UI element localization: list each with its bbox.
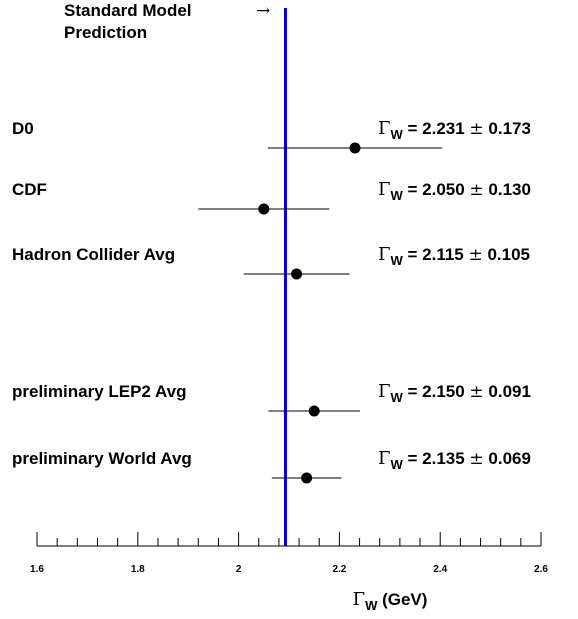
annotation-error: 0.069 <box>484 449 531 468</box>
x-tick-label: 2 <box>236 564 242 575</box>
annotation-value: = 2.115 <box>403 245 469 264</box>
annotation-pm: ± <box>469 180 483 200</box>
x-axis: 1.6 1.8 2 2.2 2.4 2.6 ΓW (GeV) <box>30 532 548 613</box>
annotation-value: = 2.050 <box>403 180 470 199</box>
annotation-value: = 2.231 <box>403 119 470 138</box>
annotation-symbol: Γ <box>378 179 391 200</box>
x-tick-label: 1.6 <box>30 564 44 575</box>
data-point <box>291 268 303 280</box>
x-axis-title-symbol: Γ <box>353 589 366 610</box>
annotation-subscript: W <box>391 253 404 268</box>
annotation-subscript: W <box>391 457 404 472</box>
annotation-pm: ± <box>468 245 482 265</box>
annotation-symbol: Γ <box>378 118 391 139</box>
x-axis-tick-labels: 1.6 1.8 2 2.2 2.4 2.6 <box>30 564 548 575</box>
annotation-symbol: Γ <box>378 381 391 402</box>
annotation-pm: ± <box>469 382 483 402</box>
annotation-symbol: Γ <box>378 448 391 469</box>
x-tick-label: 2.2 <box>332 564 346 575</box>
standard-model-arrow: → <box>256 1 270 21</box>
x-axis-ticks <box>36 532 542 546</box>
data-point <box>258 203 270 215</box>
measurement-annotation: ΓW = 2.115 ± 0.105 <box>378 244 530 268</box>
measurement-annotation: ΓW = 2.231 ± 0.173 <box>378 118 531 142</box>
standard-model-label-line2: Prediction <box>64 23 147 42</box>
annotation-value: = 2.150 <box>403 382 470 401</box>
measurement-annotation: ΓW = 2.135 ± 0.069 <box>378 448 531 472</box>
measurement-row: Hadron Collider Avg ΓW = 2.115 ± 0.105 <box>12 244 530 280</box>
measurement-annotation: ΓW = 2.050 ± 0.130 <box>378 179 531 203</box>
measurement-name: preliminary World Avg <box>12 449 192 468</box>
x-tick-label: 2.6 <box>534 564 548 575</box>
x-axis-title-unit: (GeV) <box>377 590 427 609</box>
measurement-name: preliminary LEP2 Avg <box>12 382 186 401</box>
data-point <box>308 405 320 417</box>
measurement-row: preliminary LEP2 Avg ΓW = 2.150 ± 0.091 <box>12 381 531 417</box>
annotation-subscript: W <box>391 390 404 405</box>
annotation-value: = 2.135 <box>403 449 470 468</box>
annotation-subscript: W <box>391 127 404 142</box>
data-point <box>301 472 313 484</box>
annotation-pm: ± <box>469 449 483 469</box>
standard-model-reference: Standard Model Prediction → <box>64 1 287 546</box>
annotation-error: 0.130 <box>484 180 531 199</box>
annotation-error: 0.173 <box>484 119 531 138</box>
x-axis-title: ΓW (GeV) <box>353 589 428 613</box>
measurement-name: Hadron Collider Avg <box>12 245 175 264</box>
standard-model-label-line1: Standard Model <box>64 1 192 20</box>
x-tick-label: 2.4 <box>433 564 447 575</box>
annotation-error: 0.091 <box>484 382 531 401</box>
x-axis-title-subscript: W <box>365 598 378 613</box>
measurement-row: D0 ΓW = 2.231 ± 0.173 <box>12 118 531 154</box>
x-tick-label: 1.8 <box>131 564 145 575</box>
measurement-annotation: ΓW = 2.150 ± 0.091 <box>378 381 531 405</box>
annotation-pm: ± <box>469 119 483 139</box>
annotation-subscript: W <box>391 188 404 203</box>
annotation-symbol: Γ <box>378 244 391 265</box>
data-point <box>349 142 361 154</box>
annotation-error: 0.105 <box>483 245 530 264</box>
measurement-name: D0 <box>12 119 34 138</box>
measurement-name: CDF <box>12 180 47 199</box>
measurement-row: CDF ΓW = 2.050 ± 0.130 <box>12 179 531 215</box>
measurement-row: preliminary World Avg ΓW = 2.135 ± 0.069 <box>12 448 531 484</box>
